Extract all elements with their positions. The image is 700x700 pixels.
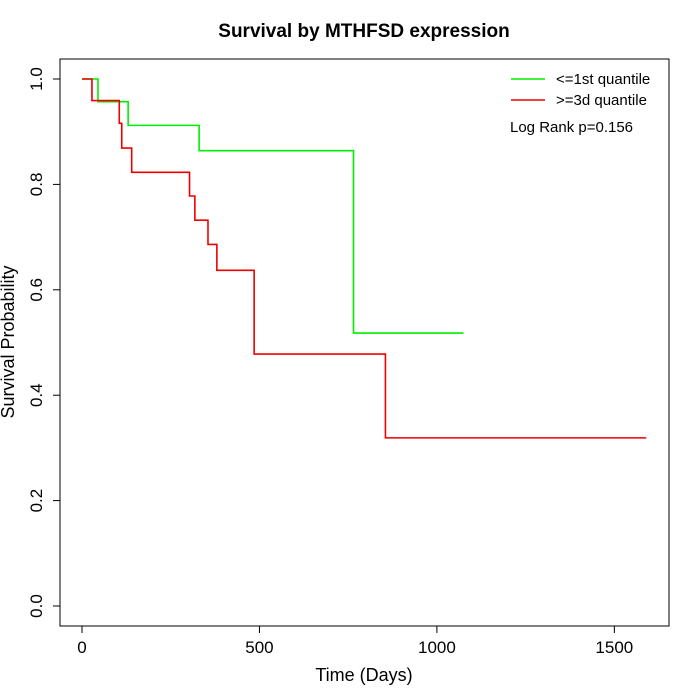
y-tick-label: 0.6 <box>27 278 46 302</box>
y-tick-label: 0.4 <box>27 383 46 407</box>
series-line-2 <box>82 78 647 439</box>
legend: <=1st quantile >=3d quantile <box>511 71 650 109</box>
x-tick-label: 500 <box>245 638 273 657</box>
x-axis-label: Time (Days) <box>315 665 412 685</box>
y-tick-label: 1.0 <box>27 67 46 91</box>
y-tick-label: 0.0 <box>27 594 46 618</box>
series-layer <box>82 78 647 439</box>
series-line-1 <box>82 78 464 334</box>
x-tick-label: 0 <box>77 638 86 657</box>
legend-label-1: <=1st quantile <box>556 71 650 88</box>
x-axis: 0 500 1000 1500 <box>77 625 633 657</box>
chart-title: Survival by MTHFSD expression <box>218 21 509 42</box>
y-tick-label: 0.2 <box>27 489 46 513</box>
y-axis-label: Survival Probability <box>0 265 18 418</box>
y-axis: 0.0 0.2 0.4 0.6 0.8 1.0 <box>27 67 61 618</box>
log-rank-annotation: Log Rank p=0.156 <box>510 119 633 136</box>
x-tick-label: 1500 <box>595 638 633 657</box>
x-tick-label: 1000 <box>418 638 456 657</box>
legend-label-2: >=3d quantile <box>556 92 647 109</box>
y-tick-label: 0.8 <box>27 173 46 197</box>
